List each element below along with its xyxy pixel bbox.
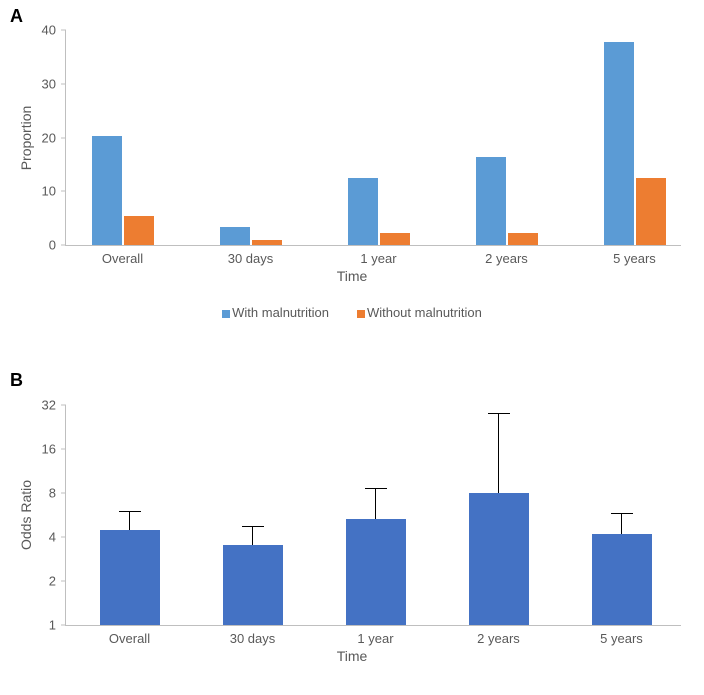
panel-b-ytick [61,449,66,450]
panel-a-ytick [61,245,66,246]
panel-b-ytick [61,581,66,582]
panel-a-xtick-label: 30 days [228,251,274,266]
panel-b-errorbar-cap [119,511,141,512]
panel-a-bar-with [220,227,250,245]
legend-swatch-icon [357,310,365,318]
panel-a-ytick-label: 30 [26,76,56,91]
panel-b-xtick-label: 30 days [230,631,276,646]
panel-a-ytick [61,191,66,192]
panel-b-ytick-label: 2 [26,574,56,589]
panel-a-bar-without [252,240,282,245]
panel-a-bar-with [476,157,506,245]
panel-a-legend: With malnutrition Without malnutrition [0,305,704,320]
panel-b-errorbar-cap [611,513,633,514]
panel-a-xtick-label: 1 year [360,251,396,266]
panel-b-ytick-label: 8 [26,486,56,501]
legend-swatch-icon [222,310,230,318]
panel-a-chart: Proportion 010203040Overall30 days1 year… [0,0,704,330]
panel-a-ytick-label: 40 [26,23,56,38]
panel-a-bar-with [92,136,122,245]
panel-b-bar [346,519,406,625]
panel-a-legend-item: Without malnutrition [357,305,482,320]
panel-a-plot-area: 010203040Overall30 days1 year2 years5 ye… [65,30,681,246]
panel-b-errorbar-cap [242,526,264,527]
panel-b-bar [469,493,529,625]
panel-a-ytick-label: 10 [26,184,56,199]
panel-a-bar-with [348,178,378,245]
panel-b-errorbar-cap [488,413,510,414]
panel-b-xtick-label: 2 years [477,631,520,646]
panel-b-ytick-label: 1 [26,618,56,633]
panel-b-errorbar [498,413,499,493]
panel-a-bar-without [380,233,410,245]
panel-a-bar-without [636,178,666,245]
panel-a-ytick [61,83,66,84]
panel-a-ytick-label: 20 [26,130,56,145]
panel-a-xtick-label: 2 years [485,251,528,266]
panel-b-errorbar-cap [365,488,387,489]
panel-b-xtick-label: Overall [109,631,150,646]
panel-a-ytick [61,137,66,138]
panel-b-bar [100,530,160,625]
panel-a-legend-label: Without malnutrition [367,305,482,320]
panel-b-errorbar [252,527,253,546]
panel-a-xtick-label: Overall [102,251,143,266]
panel-b-ytick [61,537,66,538]
panel-b-plot-area: 12481632Overall30 days1 year2 years5 yea… [65,405,681,626]
panel-b-errorbar [129,511,130,529]
panel-a-ytick-label: 0 [26,238,56,253]
panel-a-bar-with [604,42,634,245]
panel-a-xtick-label: 5 years [613,251,656,266]
panel-b-ytick [61,405,66,406]
panel-a-ytick [61,30,66,31]
panel-b-x-title: Time [0,648,704,664]
panel-b-ytick [61,625,66,626]
panel-b-errorbar [375,488,376,519]
panel-a-legend-item: With malnutrition [222,305,329,320]
panel-b-xtick-label: 1 year [357,631,393,646]
panel-b-ytick [61,493,66,494]
panel-b-bar [223,545,283,625]
panel-a-bar-without [508,233,538,245]
panel-b-ytick-label: 4 [26,530,56,545]
panel-b-errorbar [621,513,622,533]
panel-a-x-title: Time [0,268,704,284]
panel-b-bar [592,534,652,625]
panel-a-bar-without [124,216,154,245]
panel-b-ytick-label: 32 [26,398,56,413]
panel-b-chart: Odds Ratio 12481632Overall30 days1 year2… [0,370,704,690]
panel-b-xtick-label: 5 years [600,631,643,646]
panel-b-ytick-label: 16 [26,442,56,457]
panel-a-legend-label: With malnutrition [232,305,329,320]
